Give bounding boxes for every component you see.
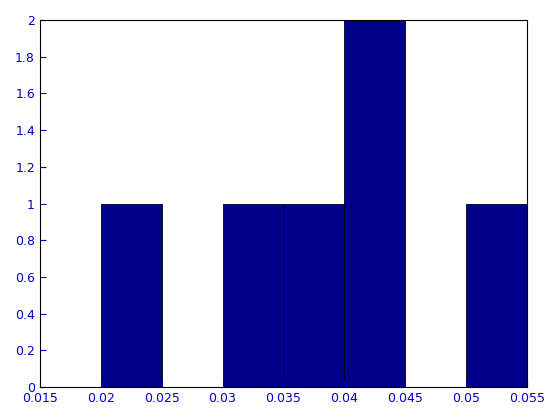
Bar	[283, 204, 344, 387]
Bar	[101, 204, 162, 387]
Bar	[466, 204, 527, 387]
Bar	[222, 204, 283, 387]
Bar	[344, 20, 405, 387]
